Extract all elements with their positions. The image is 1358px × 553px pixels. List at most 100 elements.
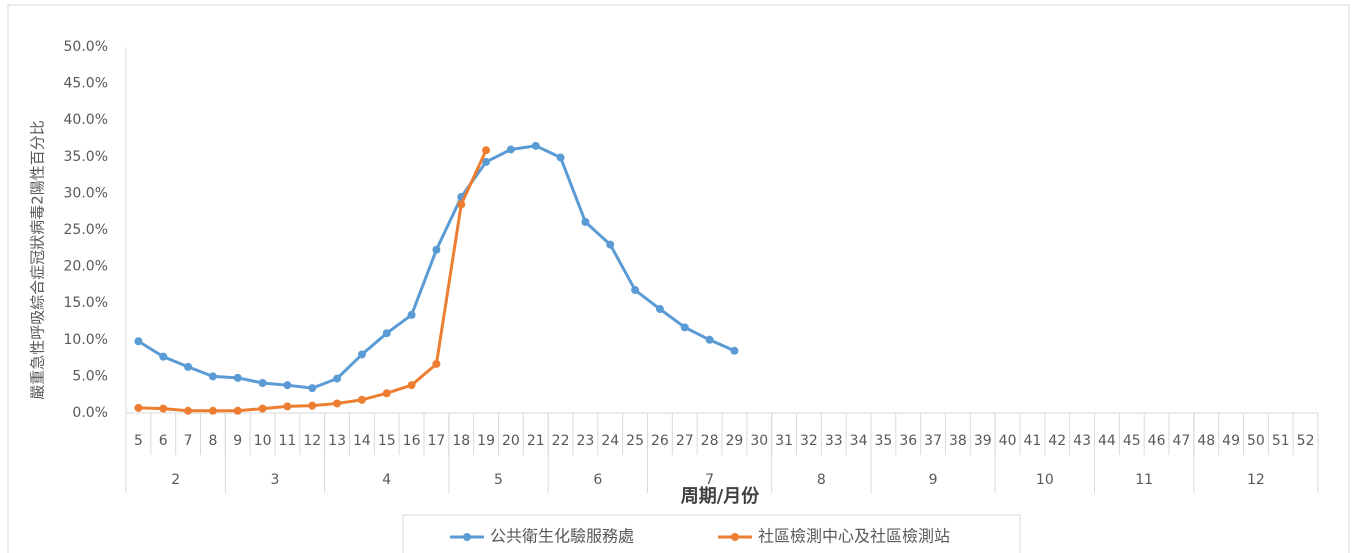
x-tick-label: 16 bbox=[403, 433, 421, 449]
data-point bbox=[606, 240, 615, 249]
data-point bbox=[730, 346, 739, 355]
y-tick-label: 40.0% bbox=[64, 112, 108, 128]
data-point bbox=[208, 406, 217, 415]
legend-marker bbox=[731, 533, 739, 541]
legend-marker bbox=[463, 533, 471, 541]
x-tick-label: 46 bbox=[1148, 433, 1166, 449]
x-tick-label: 26 bbox=[651, 433, 669, 449]
x-tick-label: 40 bbox=[999, 433, 1017, 449]
x-tick-label: 34 bbox=[850, 433, 868, 449]
data-point bbox=[184, 362, 193, 371]
x-group-label: 5 bbox=[494, 472, 503, 488]
data-point bbox=[308, 401, 317, 410]
x-group-label: 2 bbox=[171, 472, 180, 488]
x-tick-label: 7 bbox=[184, 433, 193, 449]
data-point bbox=[680, 323, 689, 332]
x-tick-label: 12 bbox=[303, 433, 321, 449]
x-tick-label: 6 bbox=[159, 433, 168, 449]
x-tick-label: 25 bbox=[626, 433, 644, 449]
x-tick-label: 14 bbox=[353, 433, 371, 449]
y-tick-label: 35.0% bbox=[64, 149, 108, 165]
x-tick-label: 42 bbox=[1048, 433, 1066, 449]
x-tick-label: 47 bbox=[1173, 433, 1191, 449]
data-point bbox=[457, 200, 466, 209]
data-point bbox=[407, 310, 416, 319]
data-point bbox=[581, 217, 590, 226]
chart-border bbox=[7, 4, 1350, 553]
data-point bbox=[407, 381, 416, 390]
x-tick-label: 48 bbox=[1197, 433, 1215, 449]
x-tick-label: 21 bbox=[527, 433, 545, 449]
x-tick-label: 24 bbox=[601, 433, 619, 449]
x-tick-label: 32 bbox=[800, 433, 818, 449]
x-group-label: 9 bbox=[929, 472, 938, 488]
x-tick-label: 28 bbox=[701, 433, 719, 449]
y-tick-label: 0.0% bbox=[72, 405, 108, 421]
legend-label: 社區檢測中心及社區檢測站 bbox=[758, 527, 950, 546]
x-tick-label: 43 bbox=[1073, 433, 1091, 449]
data-point bbox=[556, 153, 565, 162]
x-tick-label: 22 bbox=[552, 433, 570, 449]
x-tick-label: 41 bbox=[1024, 433, 1042, 449]
y-tick-label: 25.0% bbox=[64, 222, 108, 238]
x-tick-label: 37 bbox=[924, 433, 942, 449]
x-tick-label: 19 bbox=[477, 433, 495, 449]
y-tick-label: 30.0% bbox=[64, 185, 108, 201]
x-tick-label: 9 bbox=[233, 433, 242, 449]
data-point bbox=[333, 374, 342, 383]
data-point bbox=[159, 352, 168, 361]
x-tick-label: 15 bbox=[378, 433, 396, 449]
x-tick-label: 30 bbox=[750, 433, 768, 449]
x-group-label: 11 bbox=[1135, 472, 1153, 488]
x-tick-label: 33 bbox=[825, 433, 843, 449]
x-group-label: 4 bbox=[382, 472, 391, 488]
y-tick-label: 45.0% bbox=[64, 76, 108, 92]
data-point bbox=[432, 245, 441, 254]
x-axis-title: 周期/月份 bbox=[681, 485, 761, 507]
x-tick-label: 44 bbox=[1098, 433, 1116, 449]
data-point bbox=[531, 141, 540, 150]
y-tick-label: 10.0% bbox=[64, 332, 108, 348]
x-tick-label: 45 bbox=[1123, 433, 1141, 449]
x-tick-label: 36 bbox=[899, 433, 917, 449]
x-tick-label: 17 bbox=[428, 433, 446, 449]
data-point bbox=[308, 384, 317, 393]
data-point bbox=[208, 372, 217, 381]
data-point bbox=[258, 404, 267, 413]
data-point bbox=[283, 402, 292, 411]
x-tick-label: 29 bbox=[726, 433, 744, 449]
data-point bbox=[482, 157, 491, 166]
y-tick-label: 50.0% bbox=[64, 39, 108, 55]
data-point bbox=[134, 403, 143, 412]
series-line bbox=[137, 144, 736, 390]
x-tick-label: 52 bbox=[1297, 433, 1315, 449]
data-point bbox=[357, 395, 366, 404]
y-tick-label: 5.0% bbox=[72, 368, 108, 384]
x-group-label: 12 bbox=[1247, 472, 1265, 488]
x-tick-label: 11 bbox=[279, 433, 297, 449]
x-tick-label: 35 bbox=[875, 433, 893, 449]
y-tick-label: 20.0% bbox=[64, 259, 108, 275]
data-point bbox=[382, 389, 391, 398]
data-point bbox=[333, 399, 342, 408]
data-point bbox=[258, 378, 267, 387]
data-point bbox=[283, 381, 292, 390]
data-point bbox=[159, 404, 168, 413]
x-tick-label: 51 bbox=[1272, 433, 1290, 449]
legend-label: 公共衛生化驗服務處 bbox=[490, 527, 634, 546]
data-point bbox=[134, 337, 143, 346]
data-point bbox=[233, 373, 242, 382]
x-tick-label: 31 bbox=[775, 433, 793, 449]
x-tick-label: 23 bbox=[577, 433, 595, 449]
series-line bbox=[138, 149, 488, 413]
data-point bbox=[432, 359, 441, 368]
x-tick-label: 27 bbox=[676, 433, 694, 449]
x-tick-label: 49 bbox=[1222, 433, 1240, 449]
x-group-label: 8 bbox=[817, 472, 826, 488]
data-point bbox=[184, 406, 193, 415]
data-point bbox=[382, 329, 391, 338]
x-group-label: 3 bbox=[271, 472, 280, 488]
y-tick-label: 15.0% bbox=[64, 295, 108, 311]
x-tick-label: 18 bbox=[452, 433, 470, 449]
x-tick-label: 39 bbox=[974, 433, 992, 449]
